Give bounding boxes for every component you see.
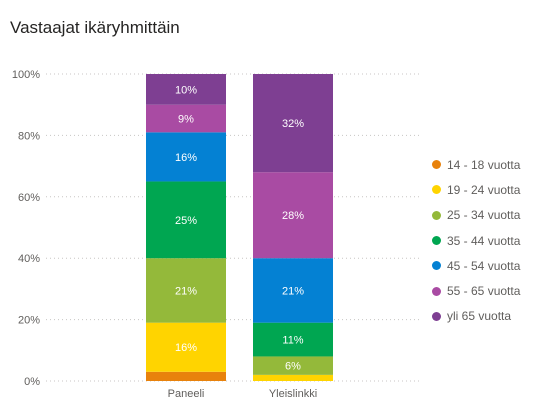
legend-item[interactable]: 35 - 44 vuotta (432, 228, 520, 253)
bar-segment (253, 356, 333, 375)
legend-item[interactable]: 14 - 18 vuotta (432, 152, 520, 177)
legend-item[interactable]: yli 65 vuotta (432, 304, 520, 329)
legend-label: 55 - 65 vuotta (447, 284, 521, 299)
x-tick-label: Paneeli (168, 388, 205, 400)
bar-segment (253, 258, 333, 323)
data-label: 16% (175, 342, 197, 354)
data-label: 11% (282, 335, 303, 347)
bar-segment (253, 322, 333, 357)
y-tick-label: 40% (18, 253, 40, 265)
bar-segment (146, 322, 226, 372)
legend-marker (432, 236, 441, 246)
bar-segment (253, 172, 333, 259)
data-label: 25% (175, 215, 197, 227)
data-label: 16% (175, 152, 197, 164)
bar-segment (146, 132, 226, 182)
data-label: 10% (175, 84, 197, 96)
y-tick-label: 60% (18, 192, 40, 204)
legend-marker (432, 185, 441, 195)
data-label: 28% (282, 210, 304, 222)
legend-marker (432, 160, 441, 170)
bar-segment (146, 181, 226, 259)
bar-segment (253, 74, 333, 173)
chart-title: Vastaajat ikäryhmittäin (10, 18, 180, 37)
y-tick-label: 20% (18, 315, 40, 327)
legend-marker (432, 286, 441, 296)
legend-label: 25 - 34 vuotta (447, 208, 521, 223)
y-tick-label: 80% (18, 130, 40, 142)
legend-marker (432, 311, 441, 321)
legend-marker (432, 210, 441, 220)
legend-item[interactable]: 55 - 65 vuotta (432, 278, 520, 303)
legend-label: yli 65 vuotta (447, 309, 512, 324)
x-tick-label: Yleislinkki (269, 388, 317, 400)
data-label: 32% (282, 118, 304, 130)
legend-label: 45 - 54 vuotta (447, 258, 521, 273)
data-label: 21% (282, 285, 304, 297)
legend-label: 14 - 18 vuotta (447, 157, 521, 172)
chart-legend: 14 - 18 vuotta 19 - 24 vuotta 25 - 34 vuot… (432, 152, 520, 329)
bar-segment (146, 258, 226, 323)
legend-item[interactable]: 19 - 24 vuotta (432, 177, 520, 202)
bar-segment (253, 374, 333, 381)
y-tick-label: 100% (12, 69, 40, 81)
y-tick-label: 0% (24, 376, 40, 388)
data-label: 6% (285, 361, 301, 373)
bar-segment (146, 371, 226, 381)
data-label: 21% (175, 285, 197, 297)
data-label: 9% (178, 114, 194, 126)
legend-item[interactable]: 25 - 34 vuotta (432, 203, 520, 228)
legend-label: 35 - 44 vuotta (447, 233, 521, 248)
legend-marker (432, 261, 441, 271)
legend-item[interactable]: 45 - 54 vuotta (432, 253, 520, 278)
bar-segment (146, 104, 226, 133)
bar-segment (146, 74, 226, 105)
legend-label: 19 - 24 vuotta (447, 182, 521, 197)
